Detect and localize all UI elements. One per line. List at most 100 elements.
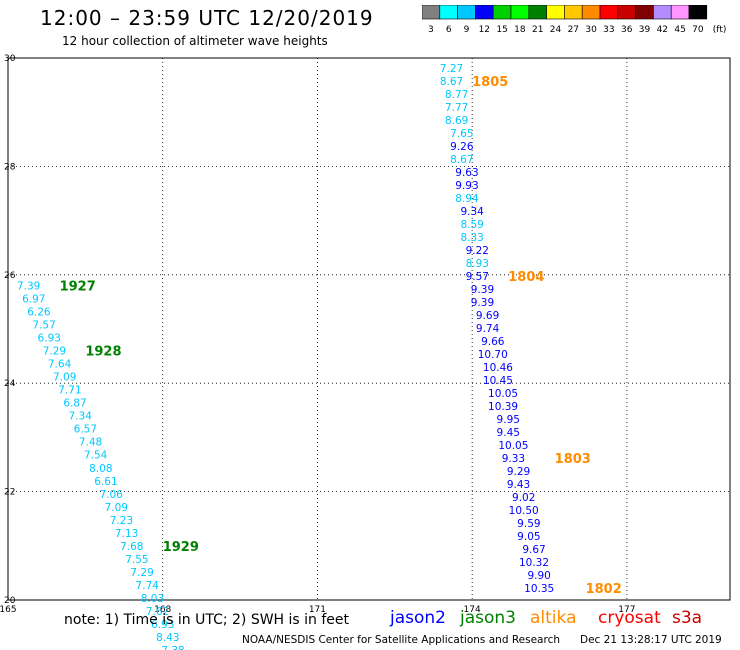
colorbar-label: 33: [603, 25, 614, 35]
wave-height-value: 8.94: [455, 193, 479, 205]
x-tick-label: 174: [464, 605, 481, 615]
wave-height-value: 7.06: [99, 489, 123, 501]
wave-height-value: 7.57: [32, 320, 55, 332]
wave-height-value: 9.29: [507, 466, 530, 478]
wave-height-value: 7.13: [115, 528, 138, 540]
colorbar-label: 70: [692, 25, 704, 35]
x-tick-label: 171: [309, 605, 326, 615]
colorbar-label: 3: [428, 25, 434, 35]
wave-height-value: 7.09: [105, 502, 128, 514]
wave-height-value: 10.50: [509, 505, 539, 517]
wave-height-value: 6.87: [63, 398, 86, 410]
page-subtitle: 12 hour collection of altimeter wave hei…: [62, 34, 328, 48]
wave-height-value: 8.59: [460, 219, 483, 231]
wave-height-value: 6.93: [38, 333, 61, 345]
wave-height-value: 8.67: [450, 154, 473, 166]
wave-height-value: 7.29: [130, 567, 153, 579]
wave-height-value: 9.26: [450, 141, 474, 153]
wave-height-value: 9.02: [512, 492, 535, 504]
wave-height-value: 10.05: [488, 388, 518, 400]
colorbar-label: 27: [568, 25, 579, 35]
colorbar-label: 24: [550, 25, 562, 35]
x-tick-label: 165: [0, 605, 17, 615]
wave-height-value: 7.39: [17, 281, 40, 293]
legend-s3a: s3a: [672, 608, 703, 628]
footer-credit: NOAA/NESDIS Center for Satellite Applica…: [242, 634, 560, 646]
pass-time-label: 1802: [586, 582, 622, 597]
wave-height-value: 9.66: [481, 336, 505, 348]
wave-height-value: 10.32: [519, 557, 549, 569]
wave-height-value: 7.38: [161, 645, 184, 650]
wave-height-value: 8.08: [89, 463, 112, 475]
colorbar-label: 15: [496, 25, 507, 35]
plot-frame: [7, 57, 731, 601]
wave-height-value: 6.26: [27, 307, 51, 319]
legend-cryosat: cryosat: [598, 608, 661, 628]
wave-height-value: 9.57: [466, 271, 489, 283]
wave-height-value: 7.48: [79, 437, 102, 449]
wave-height-value: 8.93: [466, 258, 489, 270]
page-title: 12:00 – 23:59 UTC 12/20/2019: [40, 6, 374, 30]
colorbar-label: 21: [532, 25, 543, 35]
colorbar-label: 42: [657, 25, 668, 35]
pass-time-label: 1804: [508, 270, 544, 285]
wave-height-value: 9.05: [517, 531, 540, 543]
wave-height-value: 6.61: [94, 476, 117, 488]
pass-time-label: 1929: [163, 540, 199, 555]
colorbar-unit: (ft): [713, 25, 727, 35]
y-tick-label: 28: [4, 162, 16, 172]
y-tick-label: 22: [4, 488, 15, 498]
wave-height-value: 9.69: [476, 310, 499, 322]
wave-height-value: 10.05: [498, 440, 528, 452]
wave-height-value: 7.74: [136, 580, 160, 592]
wave-height-value: 7.27: [440, 63, 463, 75]
x-tick-label: 177: [618, 605, 635, 615]
wave-height-value: 8.69: [445, 115, 468, 127]
wave-height-value: 9.34: [460, 206, 484, 218]
y-tick-label: 20: [4, 596, 16, 606]
wave-height-value: 9.43: [507, 479, 530, 491]
wave-height-colorbar: 3 6 9 12 15 18 21 24 27 30 33 36 39 42 45 70 (ft): [422, 5, 727, 35]
y-tick-label: 24: [4, 379, 16, 389]
legend-altika: altika: [530, 608, 577, 628]
wave-height-value: 7.29: [43, 346, 66, 358]
y-tick-label: 30: [4, 54, 16, 64]
wave-height-value: 9.59: [517, 518, 540, 530]
pass-time-label: 1803: [555, 452, 591, 467]
wave-height-value: 8.43: [156, 632, 179, 644]
pass-time-label: 1928: [85, 345, 121, 360]
colorbar-label: 30: [585, 25, 597, 35]
wave-height-value: 7.64: [48, 359, 72, 371]
wave-height-value: 7.62: [146, 606, 169, 618]
colorbar-label: 39: [639, 25, 651, 35]
colorbar-label: 18: [514, 25, 526, 35]
wave-height-value: 7.54: [84, 450, 108, 462]
pass-time-label: 1927: [60, 280, 96, 295]
wave-height-value: 7.65: [450, 128, 473, 140]
wave-height-value: 7.23: [110, 515, 133, 527]
wave-height-value: 9.33: [502, 453, 525, 465]
colorbar-swatch: [688, 5, 708, 20]
wave-height-value: 7.55: [125, 554, 148, 566]
wave-height-value: 10.35: [524, 583, 554, 595]
legend-jason2: jason2: [390, 608, 446, 628]
wave-height-value: 10.46: [483, 362, 513, 374]
y-tick-label: 26: [4, 271, 16, 281]
wave-height-value: 10.70: [478, 349, 508, 361]
footer-note: note: 1) Time is in UTC; 2) SWH is in fe…: [64, 612, 350, 628]
wave-height-value: 8.67: [440, 76, 463, 88]
wave-height-value: 9.39: [471, 284, 494, 296]
colorbar-label: 9: [464, 25, 470, 35]
colorbar-label: 12: [479, 25, 490, 35]
wave-height-value: 10.39: [488, 401, 518, 413]
wave-height-value: 7.68: [120, 541, 143, 553]
wave-height-value: 6.97: [22, 294, 45, 306]
wave-height-value: 9.67: [522, 544, 545, 556]
colorbar-label: 45: [674, 25, 685, 35]
wave-height-value: 7.77: [445, 102, 468, 114]
wave-height-value: 9.39: [471, 297, 494, 309]
wave-height-value: 8.03: [141, 593, 164, 605]
colorbar-label: 36: [621, 25, 633, 35]
wave-height-value: 7.71: [58, 385, 81, 397]
